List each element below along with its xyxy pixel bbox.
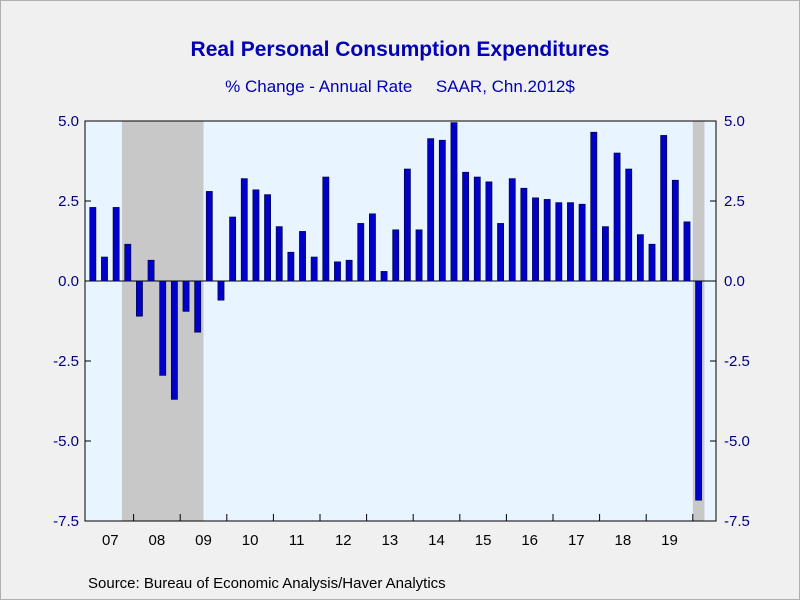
bar bbox=[299, 231, 306, 282]
bar bbox=[194, 280, 202, 333]
bar bbox=[170, 280, 178, 400]
bar bbox=[357, 223, 365, 282]
x-tick-label: 15 bbox=[475, 532, 492, 549]
bar bbox=[392, 229, 400, 282]
bar bbox=[380, 271, 388, 282]
bar bbox=[613, 152, 621, 282]
y-tick-label-right: 0.0 bbox=[724, 273, 745, 290]
bar bbox=[310, 256, 318, 282]
bar bbox=[334, 261, 341, 282]
bar bbox=[147, 259, 155, 282]
bar bbox=[485, 181, 493, 282]
bar bbox=[543, 199, 551, 282]
chart-title: Real Personal Consumption Expenditures bbox=[190, 38, 610, 61]
bar bbox=[89, 207, 97, 282]
plot-border bbox=[84, 120, 717, 522]
x-tick-label: 13 bbox=[382, 532, 399, 549]
x-tick-label: 18 bbox=[615, 532, 632, 549]
bar bbox=[555, 202, 563, 282]
bar bbox=[136, 280, 143, 317]
x-tick-label: 14 bbox=[428, 532, 445, 549]
chart-subtitle: % Change - Annual Rate SAAR, Chn.2012$ bbox=[225, 77, 575, 96]
x-tick-label: 08 bbox=[149, 532, 166, 549]
bar bbox=[275, 226, 283, 282]
bar bbox=[322, 176, 330, 282]
bar bbox=[520, 187, 528, 282]
x-tick-label: 12 bbox=[335, 532, 352, 549]
x-tick-label: 11 bbox=[289, 532, 305, 549]
x-tick-label: 09 bbox=[195, 532, 212, 549]
bar bbox=[660, 135, 668, 282]
y-tick-label-left: 5.0 bbox=[58, 113, 79, 130]
y-tick-label-left: -2.5 bbox=[53, 353, 79, 370]
bar bbox=[159, 280, 167, 376]
y-tick-label-right: -7.5 bbox=[724, 513, 750, 530]
bar bbox=[438, 139, 446, 282]
x-tick-label: 07 bbox=[102, 532, 119, 549]
x-tick-label: 19 bbox=[661, 532, 678, 549]
bar bbox=[590, 131, 598, 282]
bar bbox=[578, 203, 586, 282]
bar bbox=[229, 216, 237, 282]
bar bbox=[403, 168, 411, 282]
y-tick-label-right: -5.0 bbox=[724, 433, 750, 450]
source-note: Source: Bureau of Economic Analysis/Have… bbox=[88, 575, 446, 592]
bar bbox=[683, 221, 691, 282]
bar bbox=[636, 234, 644, 282]
bar bbox=[497, 223, 504, 282]
bar bbox=[182, 280, 190, 312]
bar bbox=[240, 178, 248, 282]
y-tick-label-right: 5.0 bbox=[724, 113, 745, 130]
y-tick-label-right: -2.5 bbox=[724, 353, 750, 370]
bar bbox=[473, 176, 481, 282]
y-tick-label-right: 2.5 bbox=[724, 193, 745, 210]
bar bbox=[264, 194, 271, 282]
bar bbox=[112, 207, 120, 282]
bar bbox=[217, 280, 225, 301]
y-tick-label-left: 2.5 bbox=[58, 193, 79, 210]
x-tick-label: 16 bbox=[521, 532, 538, 549]
bar bbox=[345, 259, 353, 282]
bar bbox=[252, 189, 260, 282]
bar bbox=[287, 251, 295, 282]
bar bbox=[671, 179, 679, 282]
bar bbox=[602, 226, 609, 282]
bar bbox=[101, 256, 108, 282]
bar bbox=[462, 171, 470, 282]
y-tick-label-left: -5.0 bbox=[53, 433, 79, 450]
bar bbox=[532, 197, 539, 282]
bar bbox=[124, 243, 132, 282]
bar bbox=[508, 178, 516, 282]
bar bbox=[695, 280, 703, 501]
y-tick-label-left: -7.5 bbox=[53, 513, 79, 530]
bar bbox=[369, 213, 376, 282]
bar bbox=[567, 202, 574, 282]
bar bbox=[648, 243, 656, 282]
bar bbox=[625, 168, 633, 282]
bar bbox=[205, 191, 213, 282]
bar bbox=[415, 229, 423, 282]
bar bbox=[450, 122, 458, 282]
y-tick-label-left: 0.0 bbox=[58, 273, 79, 290]
bar bbox=[427, 138, 435, 282]
x-tick-label: 10 bbox=[242, 532, 259, 549]
x-tick-label: 17 bbox=[568, 532, 585, 549]
